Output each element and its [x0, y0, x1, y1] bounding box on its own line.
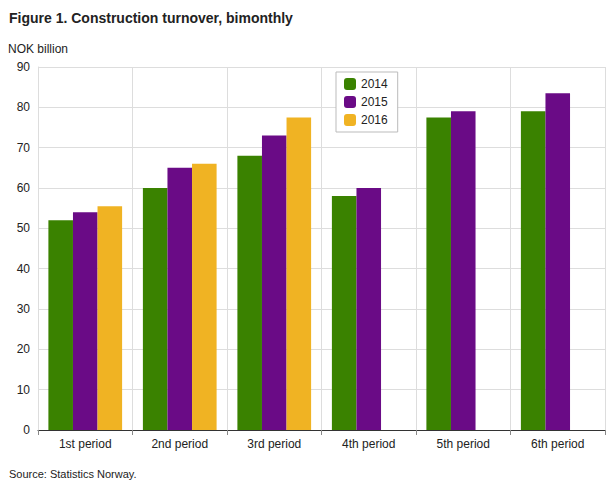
svg-text:2015: 2015 [361, 95, 388, 109]
svg-text:6th period: 6th period [531, 437, 584, 451]
svg-text:0: 0 [23, 423, 30, 437]
svg-text:10: 10 [17, 383, 31, 397]
svg-text:50: 50 [17, 221, 31, 235]
svg-text:2nd period: 2nd period [151, 437, 208, 451]
svg-text:1st period: 1st period [59, 437, 112, 451]
svg-text:2014: 2014 [361, 77, 388, 91]
svg-text:Figure 1. Construction turnove: Figure 1. Construction turnover, bimonth… [9, 10, 293, 26]
svg-text:4th period: 4th period [342, 437, 395, 451]
svg-text:30: 30 [17, 302, 31, 316]
svg-text:60: 60 [17, 181, 31, 195]
svg-text:20: 20 [17, 342, 31, 356]
svg-text:2016: 2016 [361, 113, 388, 127]
svg-text:3rd period: 3rd period [247, 437, 301, 451]
svg-text:70: 70 [17, 141, 31, 155]
svg-text:90: 90 [17, 60, 31, 74]
svg-text:5th period: 5th period [437, 437, 490, 451]
svg-text:80: 80 [17, 100, 31, 114]
svg-text:Source: Statistics Norway.: Source: Statistics Norway. [9, 468, 137, 480]
svg-text:NOK billion: NOK billion [8, 42, 68, 56]
svg-text:40: 40 [17, 262, 31, 276]
